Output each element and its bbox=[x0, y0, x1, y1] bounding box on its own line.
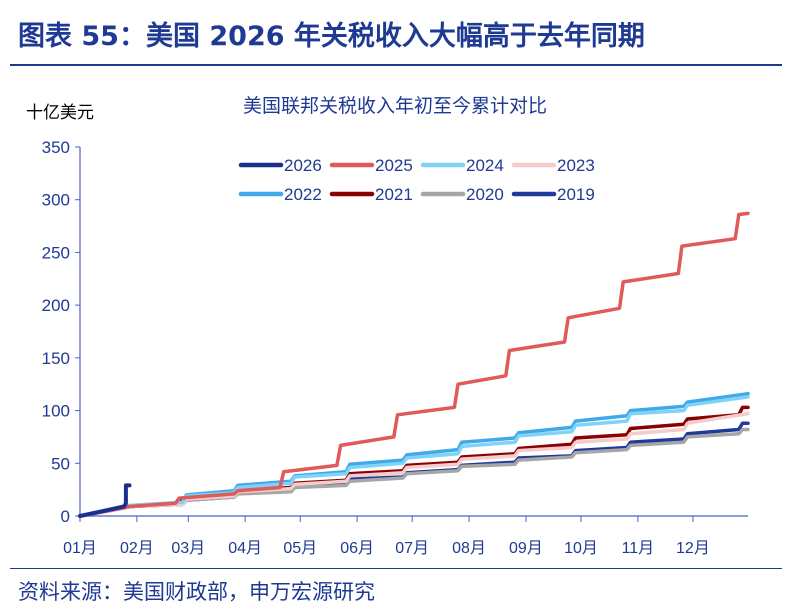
x-tick-label: 03月 bbox=[171, 540, 205, 557]
legend-item-2024: 2024 bbox=[420, 156, 504, 175]
legend-item-2020: 2020 bbox=[420, 185, 504, 204]
y-axis-label: 十亿美元 bbox=[26, 103, 94, 122]
legend-item-2023: 2023 bbox=[511, 156, 595, 175]
footer-divider bbox=[10, 568, 782, 569]
y-tick-label: 0 bbox=[61, 507, 70, 526]
y-tick-label: 100 bbox=[42, 402, 70, 421]
legend-label: 2023 bbox=[557, 156, 595, 175]
series-line-2026 bbox=[78, 483, 132, 518]
legend-label: 2020 bbox=[466, 185, 504, 204]
title-divider bbox=[10, 64, 782, 66]
source-note: 资料来源：美国财政部，申万宏源研究 bbox=[18, 580, 375, 604]
y-tick-label: 250 bbox=[42, 243, 70, 262]
x-tick-label: 12月 bbox=[676, 540, 710, 557]
series-line-2025 bbox=[78, 211, 750, 518]
x-tick-label: 07月 bbox=[395, 540, 429, 557]
x-tick-label: 08月 bbox=[452, 540, 486, 557]
x-tick-label: 09月 bbox=[509, 540, 543, 557]
legend-label: 2024 bbox=[466, 156, 504, 175]
x-tick-label: 10月 bbox=[564, 540, 598, 557]
x-tick-label: 06月 bbox=[340, 540, 374, 557]
y-tick-label: 300 bbox=[42, 191, 70, 210]
y-tick-label: 50 bbox=[51, 454, 70, 473]
y-tick-label: 350 bbox=[42, 138, 70, 157]
y-tick-label: 150 bbox=[42, 349, 70, 368]
x-tick-label: 04月 bbox=[228, 540, 262, 557]
legend-label: 2022 bbox=[284, 185, 322, 204]
legend-label: 2021 bbox=[375, 185, 413, 204]
figure-title: 图表 55：美国 2026 年关税收入大幅高于去年同期 bbox=[18, 21, 645, 52]
legend-label: 2019 bbox=[557, 185, 595, 204]
x-tick-label: 05月 bbox=[283, 540, 317, 557]
legend-label: 2026 bbox=[284, 156, 322, 175]
chart-title: 美国联邦关税收入年初至今累计对比 bbox=[243, 95, 547, 117]
legend-item-2022: 2022 bbox=[238, 185, 322, 204]
legend-item-2019: 2019 bbox=[511, 185, 595, 204]
x-tick-label: 02月 bbox=[120, 540, 154, 557]
legend-item-2025: 2025 bbox=[329, 156, 413, 175]
x-tick-label: 01月 bbox=[63, 540, 97, 557]
x-tick-label: 11月 bbox=[622, 540, 655, 557]
legend-label: 2025 bbox=[375, 156, 413, 175]
y-tick-label: 200 bbox=[42, 296, 70, 315]
legend-item-2021: 2021 bbox=[329, 185, 413, 204]
legend-item-2026: 2026 bbox=[238, 156, 322, 175]
